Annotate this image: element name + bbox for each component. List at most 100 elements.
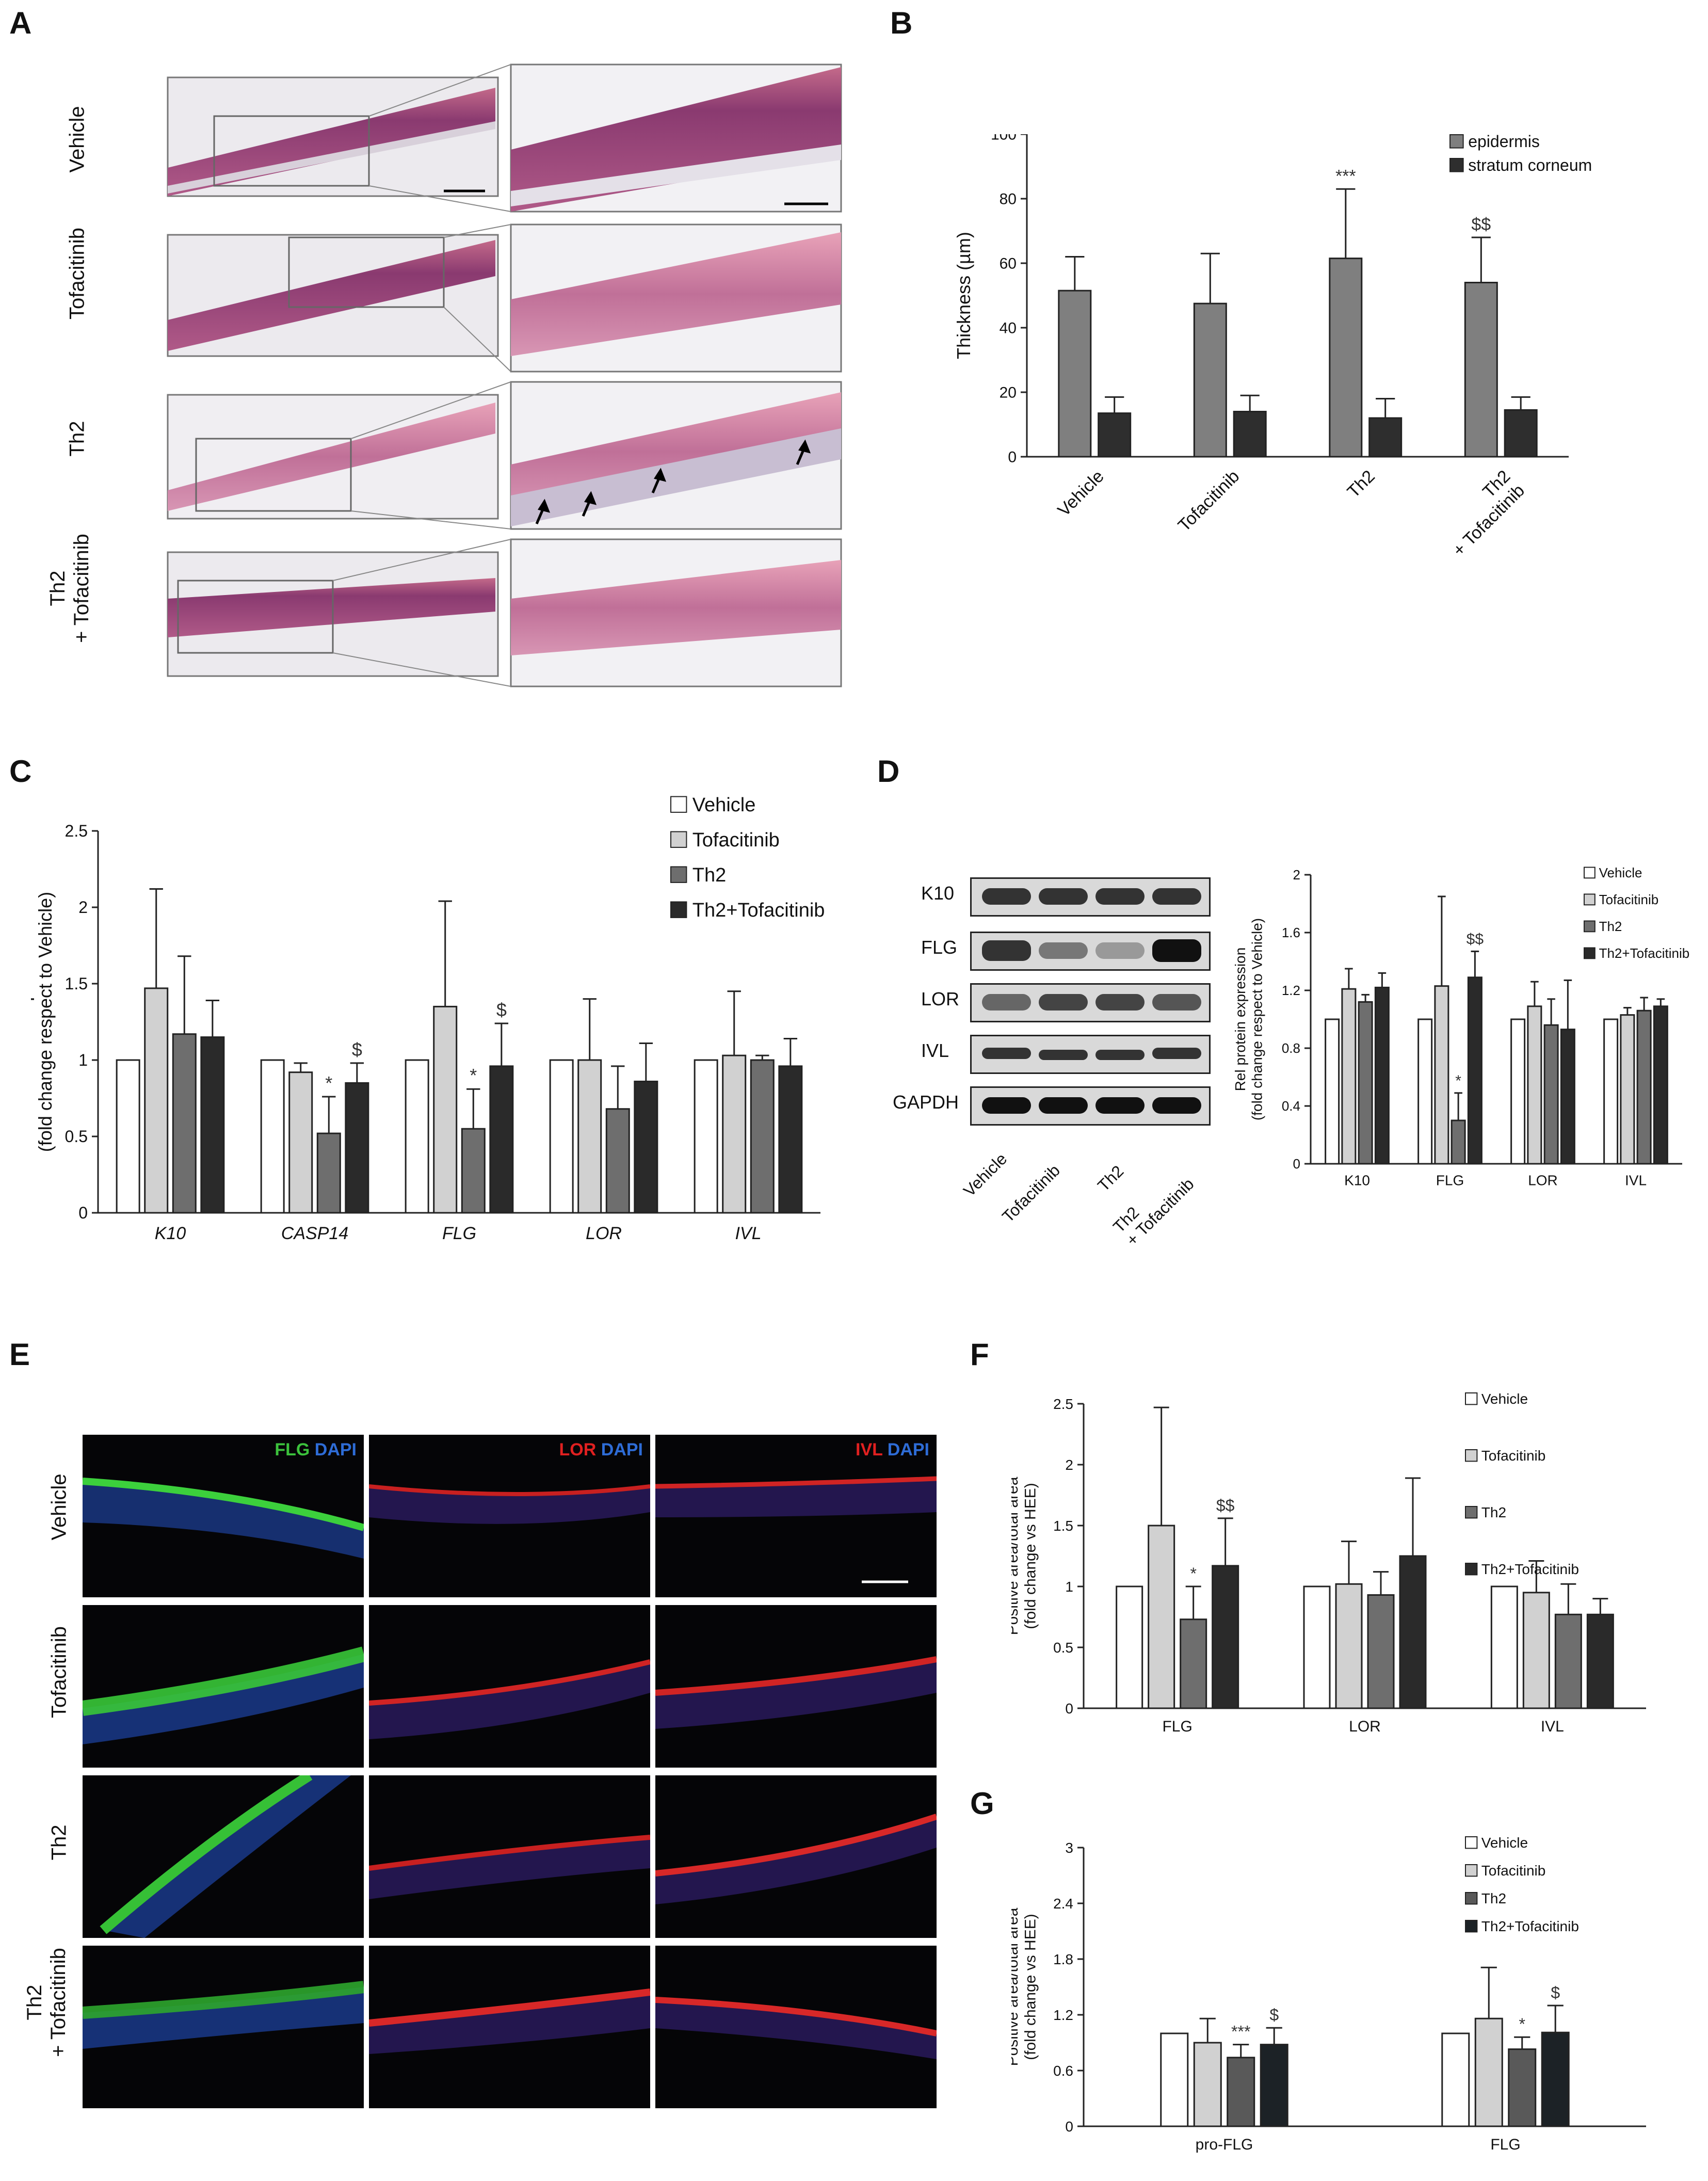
bar bbox=[433, 1005, 458, 1214]
bar bbox=[577, 1059, 602, 1214]
bar bbox=[1098, 412, 1132, 458]
bar bbox=[1368, 417, 1403, 458]
y-tick-label: 1.8 bbox=[1053, 1951, 1073, 1967]
blot-label: GAPDH bbox=[893, 1092, 959, 1113]
y-tick-label: 1.5 bbox=[65, 974, 88, 993]
chart-b-thickness: 0 20 40 60 80 100 Thickness (µm) Vehicle Tofacit… bbox=[953, 134, 1592, 560]
histology-row-label: Th2 + Tofacitinib bbox=[46, 534, 93, 643]
bar bbox=[200, 1036, 225, 1214]
bar bbox=[1193, 302, 1227, 458]
if-image-lor-th2-tofacitinib bbox=[369, 1946, 650, 2108]
y-tick-label: 60 bbox=[1000, 255, 1017, 272]
chart-c-mrna-expression: 0 0.5 1 1.5 2 2.5 Rel mRNA expression(fold cha… bbox=[31, 794, 825, 1243]
if-image-flg-vehicle: FLG DAPI bbox=[83, 1435, 364, 1597]
blot-label: IVL bbox=[921, 1040, 949, 1061]
if-marker-label: FLG DAPI bbox=[275, 1440, 357, 1460]
x-tick-label: FLG bbox=[1162, 1718, 1192, 1735]
legend-swatch bbox=[1465, 1449, 1478, 1462]
legend-label: Th2 bbox=[1599, 919, 1622, 934]
legend-swatch bbox=[1584, 947, 1596, 959]
x-tick-label: IVL bbox=[1625, 1173, 1647, 1189]
bar bbox=[1522, 1592, 1550, 1709]
y-tick-label: 0 bbox=[1293, 1156, 1300, 1172]
x-tick-label: Tofacitinib bbox=[1174, 467, 1244, 536]
legend-swatch bbox=[1449, 134, 1464, 149]
x-tick-label: LOR bbox=[1528, 1173, 1558, 1189]
blot-label: LOR bbox=[921, 988, 960, 1009]
bar bbox=[1358, 1001, 1373, 1165]
legend-label: Th2+Tofacitinib bbox=[692, 900, 825, 921]
legend-swatch bbox=[670, 901, 687, 918]
legend-swatch bbox=[670, 831, 687, 848]
bar bbox=[1212, 1565, 1239, 1709]
bar bbox=[722, 1054, 747, 1214]
x-tick-label: LOR bbox=[586, 1224, 622, 1243]
bar bbox=[1329, 258, 1363, 458]
legend-swatch bbox=[1465, 1892, 1478, 1905]
significance-label: * bbox=[1190, 1564, 1196, 1583]
x-tick-label: Th2 bbox=[1344, 467, 1379, 502]
bar bbox=[144, 987, 169, 1214]
histology-images bbox=[167, 63, 842, 687]
x-tick-label: Vehicle bbox=[1054, 467, 1108, 520]
legend-label: Th2+Tofacitinib bbox=[1481, 1561, 1579, 1577]
bar bbox=[1116, 1585, 1143, 1709]
legend-label: Tofacitinib bbox=[1481, 1863, 1546, 1879]
if-row-label: Th2 bbox=[47, 1824, 71, 1861]
chart-f-positive-area: 0 0.5 1 1.5 2 2.5 Positive area/total area(fol… bbox=[1011, 1391, 1646, 1735]
significance-label: $ bbox=[496, 999, 507, 1020]
bar bbox=[1510, 1018, 1526, 1165]
bar bbox=[1399, 1555, 1427, 1709]
bar bbox=[1467, 976, 1483, 1165]
legend-label: Tofacitinib bbox=[692, 829, 780, 851]
bar bbox=[1160, 2032, 1189, 2127]
x-tick-label: FLG bbox=[442, 1224, 476, 1243]
y-axis-label: Positive area/total area(fold change vs … bbox=[1011, 1477, 1039, 1635]
y-tick-label: 0.5 bbox=[65, 1127, 88, 1146]
bar bbox=[1620, 1014, 1635, 1165]
if-image-flg-th2-tofacitinib bbox=[83, 1946, 364, 2108]
bar bbox=[1227, 2057, 1255, 2127]
y-tick-label: 20 bbox=[1000, 384, 1017, 402]
bar bbox=[1180, 1618, 1207, 1709]
legend-swatch bbox=[1465, 1864, 1478, 1877]
y-axis-label: Rel protein expression(fold change respe… bbox=[1233, 918, 1265, 1120]
bar bbox=[288, 1071, 313, 1214]
y-tick-label: 3 bbox=[1065, 1840, 1073, 1856]
significance-label: * bbox=[1455, 1072, 1461, 1089]
bar bbox=[1508, 2048, 1537, 2127]
if-image-ivl-th2 bbox=[655, 1775, 937, 1938]
legend-swatch bbox=[1465, 1563, 1478, 1576]
bar bbox=[1586, 1613, 1614, 1709]
if-image-ivl-tofacitinib bbox=[655, 1605, 937, 1768]
bar bbox=[1560, 1029, 1575, 1165]
y-tick-label: 80 bbox=[1000, 191, 1017, 208]
bar bbox=[1335, 1583, 1363, 1709]
x-tick-label: pro-FLG bbox=[1196, 2136, 1253, 2153]
if-row-label: Vehicle bbox=[47, 1473, 71, 1541]
if-image-flg-tofacitinib bbox=[83, 1605, 364, 1768]
bar bbox=[634, 1080, 658, 1214]
legend-label: Th2 bbox=[1481, 1890, 1506, 1906]
if-image-lor-tofacitinib bbox=[369, 1605, 650, 1768]
bar bbox=[1653, 1005, 1668, 1165]
chart-d-protein-expression: 0 0.4 0.8 1.2 1.6 2 Rel protein expression(fol… bbox=[1233, 865, 1689, 1189]
bar bbox=[1434, 985, 1449, 1165]
y-tick-label: 2 bbox=[78, 898, 88, 917]
bar bbox=[1554, 1613, 1582, 1709]
bar bbox=[489, 1065, 514, 1214]
if-row-label: Tofacitinib bbox=[47, 1626, 71, 1718]
y-tick-label: 0 bbox=[1065, 2119, 1073, 2135]
if-marker-label: LOR DAPI bbox=[559, 1440, 643, 1460]
panel-label-d: D bbox=[877, 754, 900, 789]
significance-label: $$ bbox=[1467, 931, 1484, 948]
bar bbox=[1543, 1024, 1559, 1165]
significance-label: $$ bbox=[1471, 215, 1491, 234]
significance-label: $$ bbox=[1216, 1496, 1235, 1515]
y-tick-label: 2 bbox=[1293, 867, 1300, 883]
bar bbox=[778, 1065, 803, 1214]
significance-label: $ bbox=[352, 1039, 362, 1060]
lane-label: Tofacitinib bbox=[998, 1161, 1064, 1226]
x-tick-label: K10 bbox=[155, 1224, 186, 1243]
chart-g-positive-area: 0 0.6 1.2 1.8 2.4 3 Positive area/total area(f… bbox=[1011, 1835, 1646, 2153]
